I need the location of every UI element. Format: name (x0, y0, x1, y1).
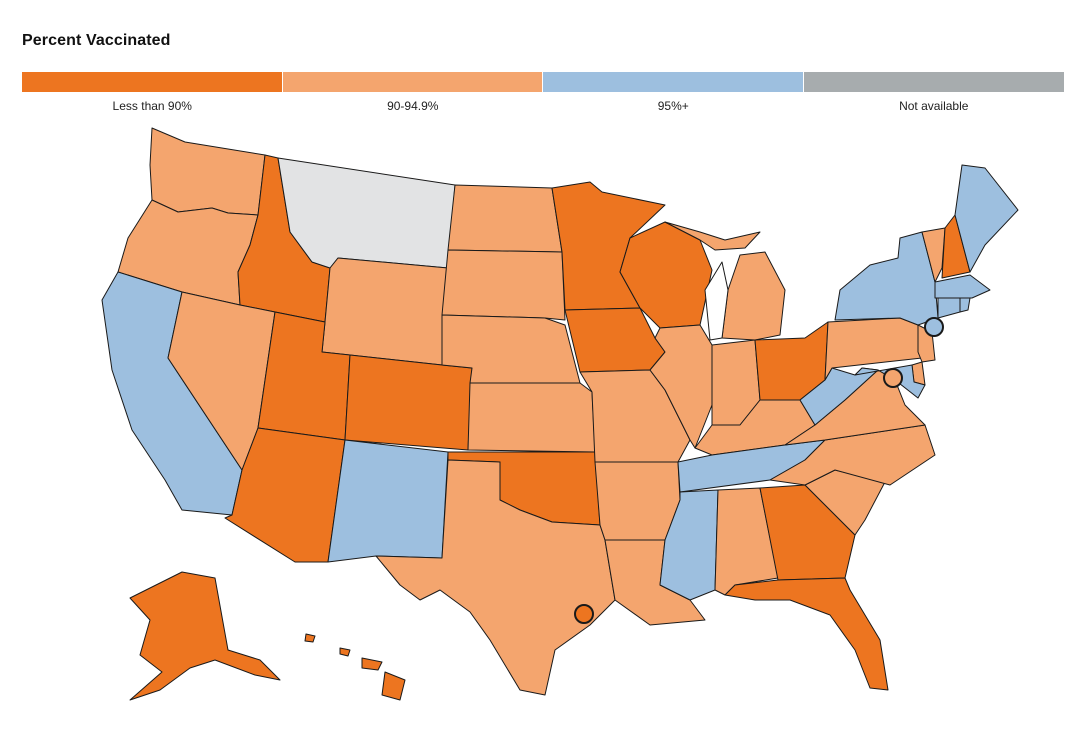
state-NY[interactable] (834, 231, 939, 326)
state-MT[interactable] (277, 157, 456, 269)
state-HI-kauai[interactable] (304, 633, 316, 643)
state-CT[interactable] (937, 297, 961, 319)
legend-label: Less than 90% (112, 99, 192, 113)
state-FL[interactable] (724, 577, 889, 691)
legend-label: 90-94.9% (387, 99, 439, 113)
legend-swatch (803, 72, 1064, 92)
state-HI[interactable] (381, 671, 406, 701)
state-RI[interactable] (959, 297, 971, 313)
state-ME[interactable] (954, 164, 1019, 273)
state-MI[interactable] (721, 251, 786, 341)
state-AK[interactable] (129, 571, 281, 701)
state-TX[interactable] (375, 459, 616, 696)
legend-item-90-94: 90-94.9% (282, 72, 543, 113)
legend-item-95-plus: 95%+ (543, 72, 804, 113)
lake-michigan (704, 261, 729, 341)
state-WY[interactable] (321, 257, 449, 366)
state-KS[interactable] (467, 382, 596, 453)
legend-label: Not available (899, 99, 969, 113)
legend-swatch (543, 72, 804, 92)
state-HI-oahu[interactable] (339, 647, 351, 657)
marker-washington-dc[interactable] (883, 368, 903, 388)
state-MA[interactable] (934, 274, 991, 299)
map-title: Percent Vaccinated (22, 32, 171, 49)
legend-swatch (282, 72, 543, 92)
legend-item-less-than-90: Less than 90% (22, 72, 283, 113)
state-VT[interactable] (921, 227, 946, 283)
state-MD[interactable] (854, 364, 926, 399)
legend-item-not-available: Not available (803, 72, 1064, 113)
state-CO[interactable] (344, 354, 473, 451)
legend-label: 95%+ (657, 99, 689, 113)
legend-swatch (22, 72, 283, 92)
marker-nyc[interactable] (924, 317, 944, 337)
state-SD[interactable] (441, 249, 566, 321)
state-WA[interactable] (149, 127, 266, 216)
state-GA[interactable] (759, 484, 856, 581)
state-IL[interactable] (649, 324, 713, 449)
state-NM[interactable] (327, 439, 449, 563)
state-MI-UP[interactable] (664, 221, 761, 251)
legend: Less than 90% 90-94.9% 95%+ Not availabl… (22, 72, 1064, 113)
state-ND[interactable] (447, 184, 563, 253)
marker-houston[interactable] (574, 604, 594, 624)
state-HI-maui[interactable] (361, 657, 383, 671)
state-AR[interactable] (594, 461, 681, 543)
